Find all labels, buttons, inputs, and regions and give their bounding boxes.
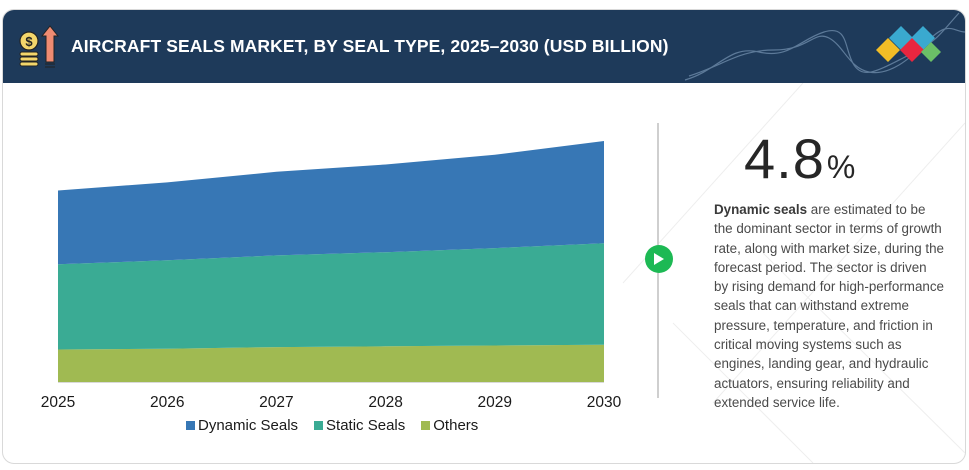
legend-item-others[interactable]: Others: [421, 417, 478, 434]
legend-swatch-others: [421, 421, 431, 430]
x-tick-label: 2027: [259, 394, 293, 411]
x-tick-label: 2025: [41, 394, 75, 411]
x-tick-label: 2026: [150, 394, 184, 411]
cagr-value: 4.8: [744, 127, 825, 190]
brand-diamonds-logo: [876, 26, 941, 62]
legend-swatch-dynamic: [186, 421, 195, 430]
area-static-seals[interactable]: [58, 243, 604, 350]
chart-legend: Dynamic Seals Static Seals Others: [186, 417, 478, 434]
money-growth-icon: $: [19, 25, 59, 68]
legend-label-others: Others: [433, 417, 479, 434]
cagr-stat: 4.8%: [744, 126, 855, 191]
cagr-unit: %: [826, 149, 856, 185]
svg-text:$: $: [25, 34, 33, 49]
area-dynamic-seals[interactable]: [58, 141, 604, 265]
area-others[interactable]: [58, 344, 604, 382]
insight-description: Dynamic seals are estimated to be the do…: [714, 200, 944, 412]
legend-item-static-seals[interactable]: Static Seals: [314, 417, 405, 434]
chart-title: AIRCRAFT SEALS MARKET, BY SEAL TYPE, 202…: [71, 36, 669, 56]
legend-label-dynamic: Dynamic Seals: [198, 417, 299, 434]
legend-item-dynamic-seals[interactable]: Dynamic Seals: [186, 417, 298, 434]
x-tick-label: 2030: [587, 394, 622, 411]
play-button[interactable]: [645, 245, 673, 273]
header-bar: $ AIRCRAFT SEALS MARKET, BY SEAL TYPE, 2…: [3, 10, 965, 83]
x-tick-label: 2028: [368, 394, 402, 411]
play-icon: [654, 253, 664, 265]
legend-swatch-static: [314, 421, 324, 430]
x-tick-label: 2029: [478, 394, 512, 411]
stacked-area-chart: 2025 2026 2027 2028 2029 2030: [41, 141, 622, 411]
insight-highlight: Dynamic seals: [714, 202, 808, 217]
insight-text: are estimated to be the dominant sector …: [714, 202, 944, 410]
legend-label-static: Static Seals: [326, 417, 406, 434]
